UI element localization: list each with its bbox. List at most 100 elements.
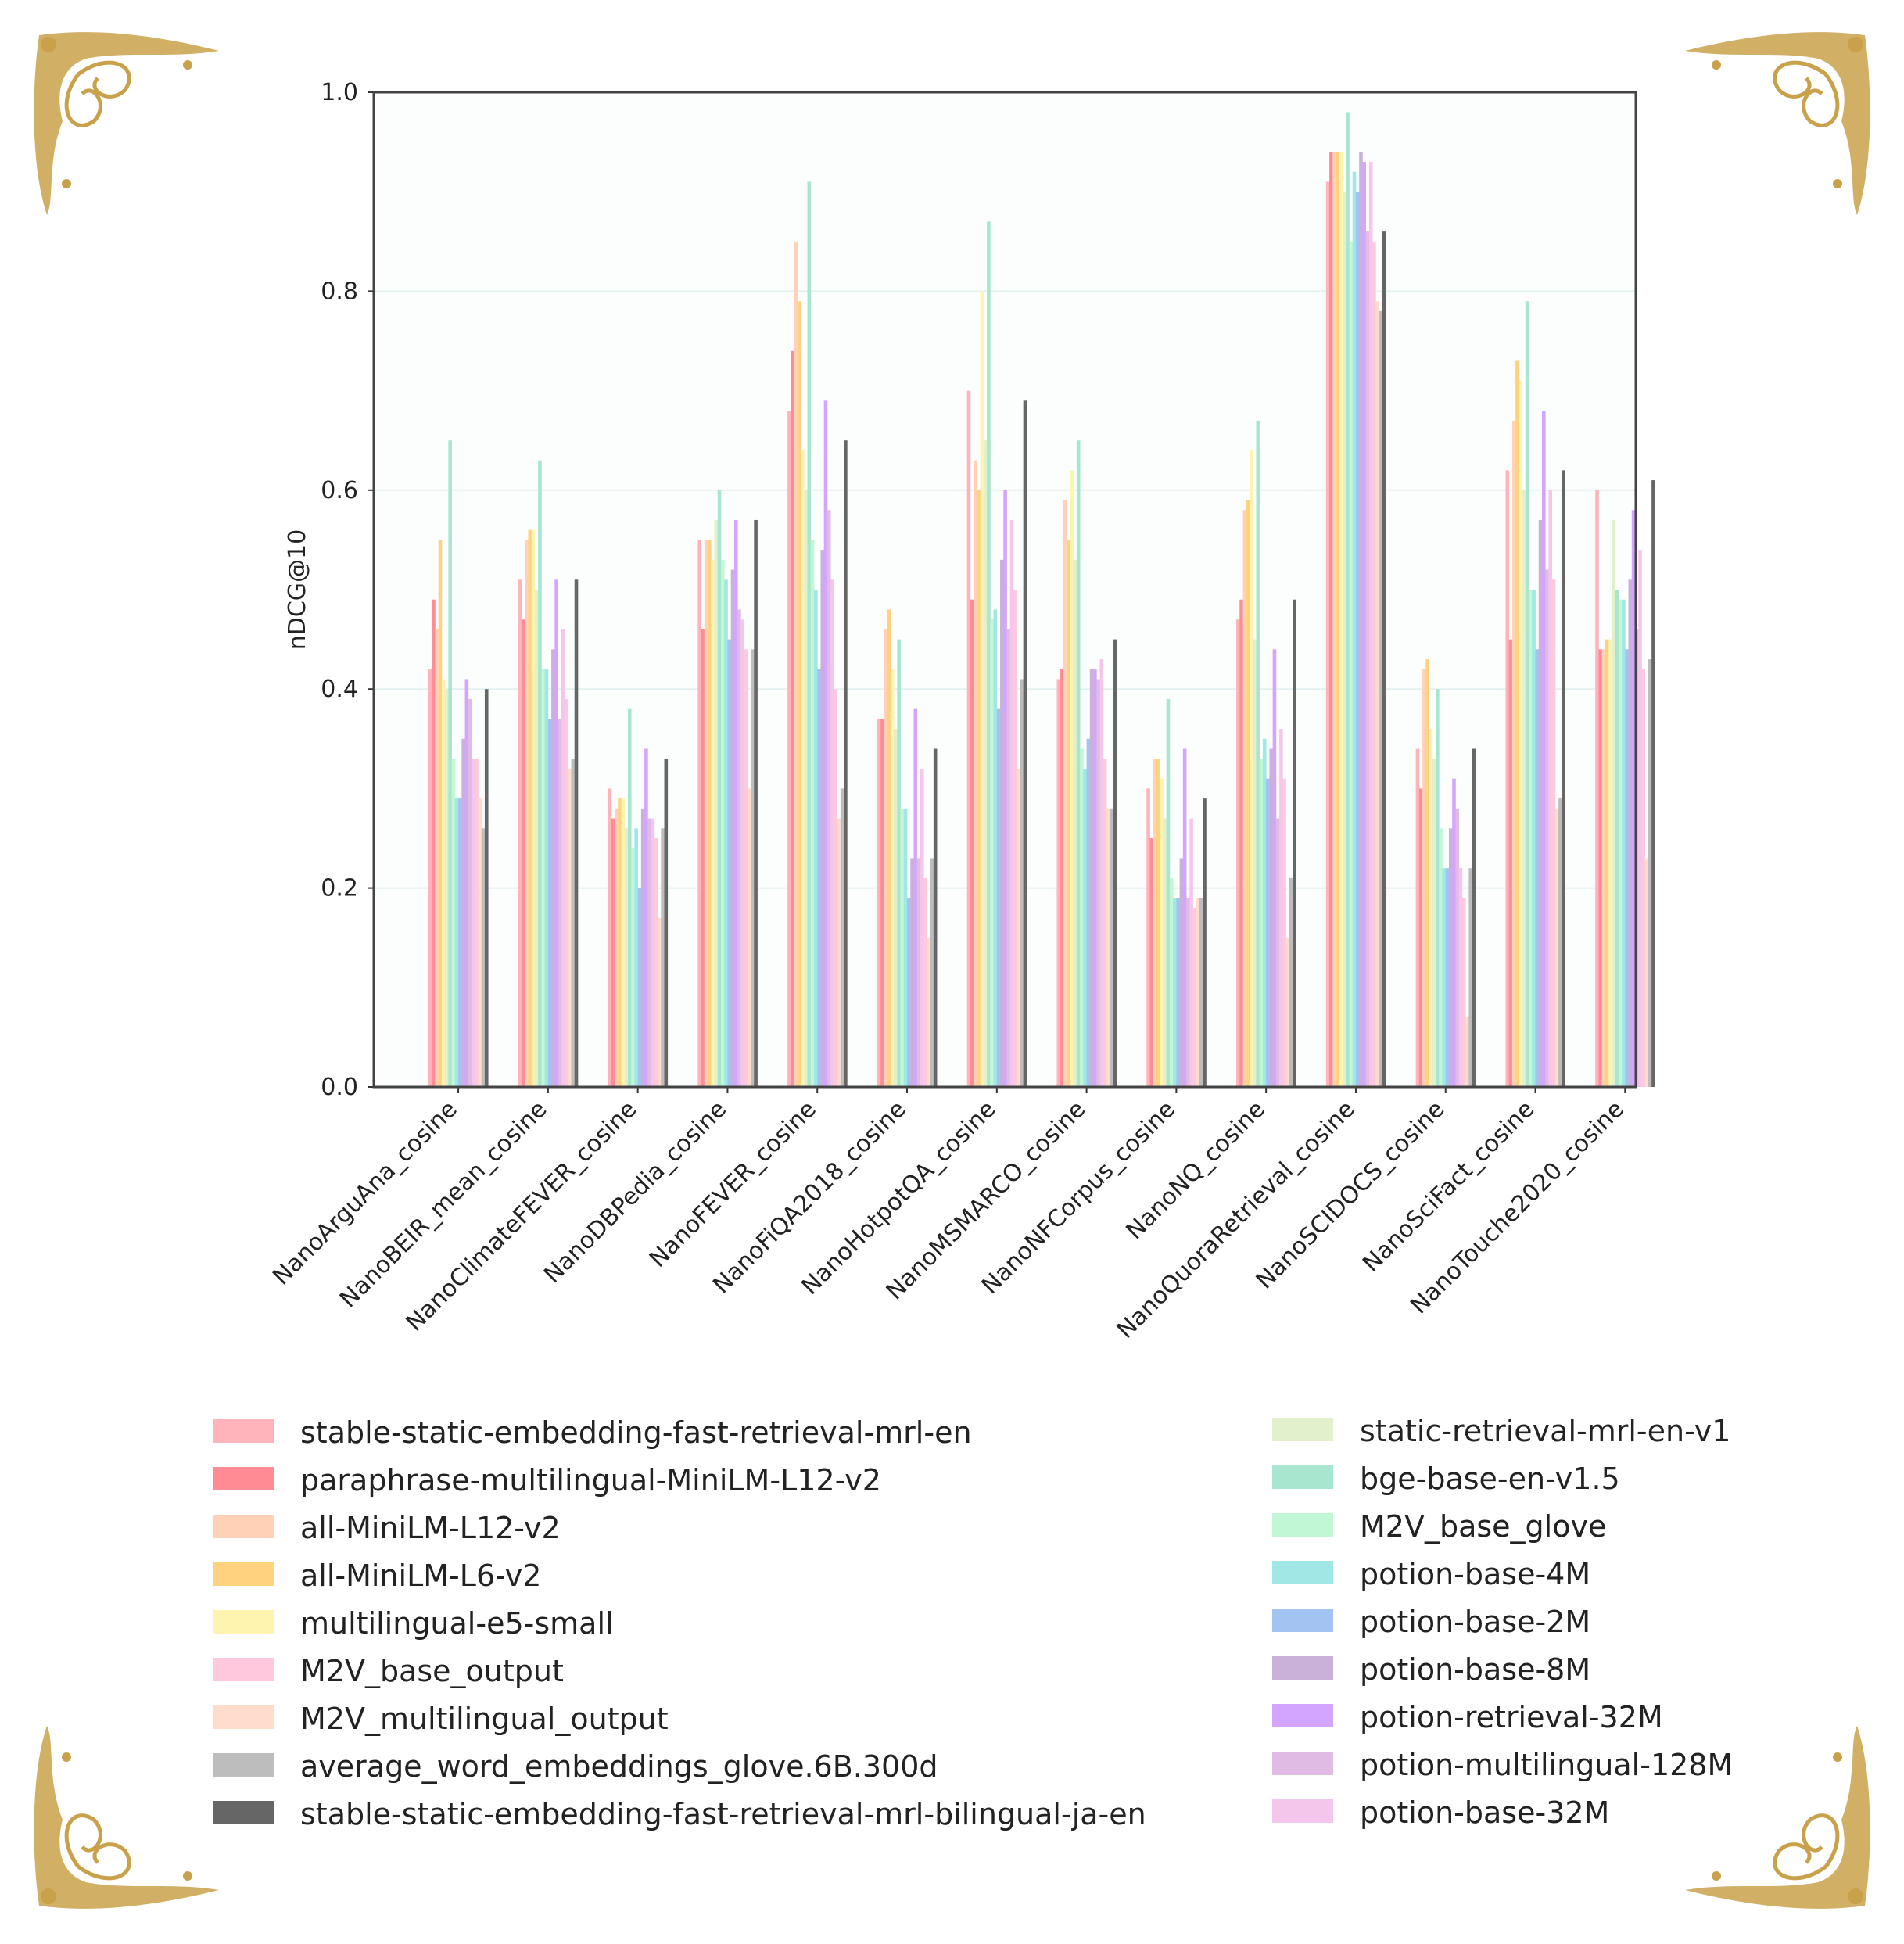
bar [1379,310,1383,1088]
bar [1472,748,1476,1087]
y-axis-label: nDCG@10 [284,529,311,650]
x-tick-label: NanoSciFact_cosine [1357,1096,1540,1278]
legend-swatch [213,1705,274,1729]
bar [907,898,911,1087]
bar [1076,440,1081,1087]
bar [708,540,712,1087]
bar-group-NanoMSMARCO_cosine [1056,440,1117,1087]
corner-ornament-top-right-icon [1685,32,1870,215]
x-tick-label: NanoDBPedia_cosine [539,1096,732,1289]
bar [913,708,918,1087]
bar [475,759,479,1087]
bar [525,540,529,1087]
bar [1272,649,1277,1087]
bar [448,440,452,1087]
legend-item: potion-base-32M [1272,1795,1609,1830]
legend-label: all-MiniLM-L12-v2 [300,1511,561,1545]
legend-swatch [1272,1418,1333,1441]
bar [1080,748,1084,1087]
bar [807,181,812,1088]
legend-swatch [213,1658,274,1681]
legend-item: potion-base-4M [1272,1557,1590,1591]
legend-swatch [213,1801,274,1824]
bar-group-NanoSCIDOCS_cosine [1415,659,1476,1087]
bar [1013,590,1017,1087]
legend-item: potion-retrieval-32M [1272,1700,1663,1734]
bar [1511,420,1516,1087]
bar [927,938,931,1087]
bar [1439,828,1443,1087]
bar [615,808,619,1087]
bar [1020,679,1024,1087]
bar [977,490,981,1087]
y-tick-label: 1.0 [321,79,358,106]
bar [744,649,748,1087]
bar [1349,241,1354,1087]
bar-group-NanoSciFact_cosine [1505,301,1565,1087]
bar [993,609,998,1087]
legend-label: potion-base-32M [1360,1795,1609,1830]
bar [983,440,988,1087]
legend-label: static-retrieval-mrl-en-v1 [1360,1414,1730,1448]
bar [1608,639,1612,1087]
bar [1093,669,1097,1087]
bar [1249,450,1253,1087]
bar [634,828,639,1087]
legend-item: M2V_multilingual_output [213,1702,669,1736]
bar [1432,759,1436,1087]
bar [724,579,728,1087]
bar [1622,599,1626,1087]
bar [727,639,732,1087]
bar [1110,808,1113,1087]
bar [1651,480,1655,1087]
bar [1515,360,1519,1087]
bar-group-NanoFEVER_cosine [787,181,848,1088]
legend-label: stable-static-embedding-fast-retrieval-m… [300,1415,972,1450]
bar [974,460,977,1087]
bar [1346,112,1350,1088]
legend-item: potion-base-2M [1272,1605,1590,1639]
legend-label: average_word_embeddings_glove.6B.300d [300,1749,938,1784]
legend-label: M2V_base_glove [1360,1509,1606,1544]
bar [1106,808,1110,1087]
y-tick-label: 0.8 [321,278,358,305]
bar [1266,778,1270,1087]
bar [1601,649,1606,1087]
bar [1429,729,1433,1087]
bar [933,748,938,1087]
bar [1422,669,1426,1087]
bar [658,917,662,1087]
bar [461,738,465,1087]
bar [1070,470,1074,1087]
legend-swatch [1272,1799,1333,1823]
legend-item: stable-static-embedding-fast-retrieval-m… [213,1797,1146,1831]
legend-item: all-MiniLM-L6-v2 [213,1558,541,1593]
bar [1452,778,1456,1087]
bar [1269,748,1273,1087]
bar [1325,181,1330,1088]
x-tick-label: NanoArguAna_cosine [267,1096,462,1290]
bar [794,241,798,1087]
bar [1103,759,1107,1087]
bar [1192,908,1197,1087]
corner-ornament-bottom-right-icon [1685,1726,1870,1909]
bar [611,818,615,1087]
bar [481,828,486,1087]
bar [1262,738,1267,1087]
bar [661,828,665,1087]
bar [1006,629,1011,1087]
bar [1625,649,1629,1087]
bar [1558,798,1562,1087]
bar [714,519,719,1087]
plot-area: 0.0 0.2 0.4 0.6 0.8 1.0 nDCG@10 NanoArguAna_cos… [267,79,1655,1344]
bar [701,629,705,1087]
ornaments [34,32,1870,1909]
bar [647,818,651,1087]
bar [1239,599,1243,1087]
bar [1618,599,1623,1087]
bar [1189,818,1193,1087]
bar [1256,420,1260,1087]
bar [454,798,459,1087]
bar [1289,877,1293,1087]
bar [541,669,546,1087]
